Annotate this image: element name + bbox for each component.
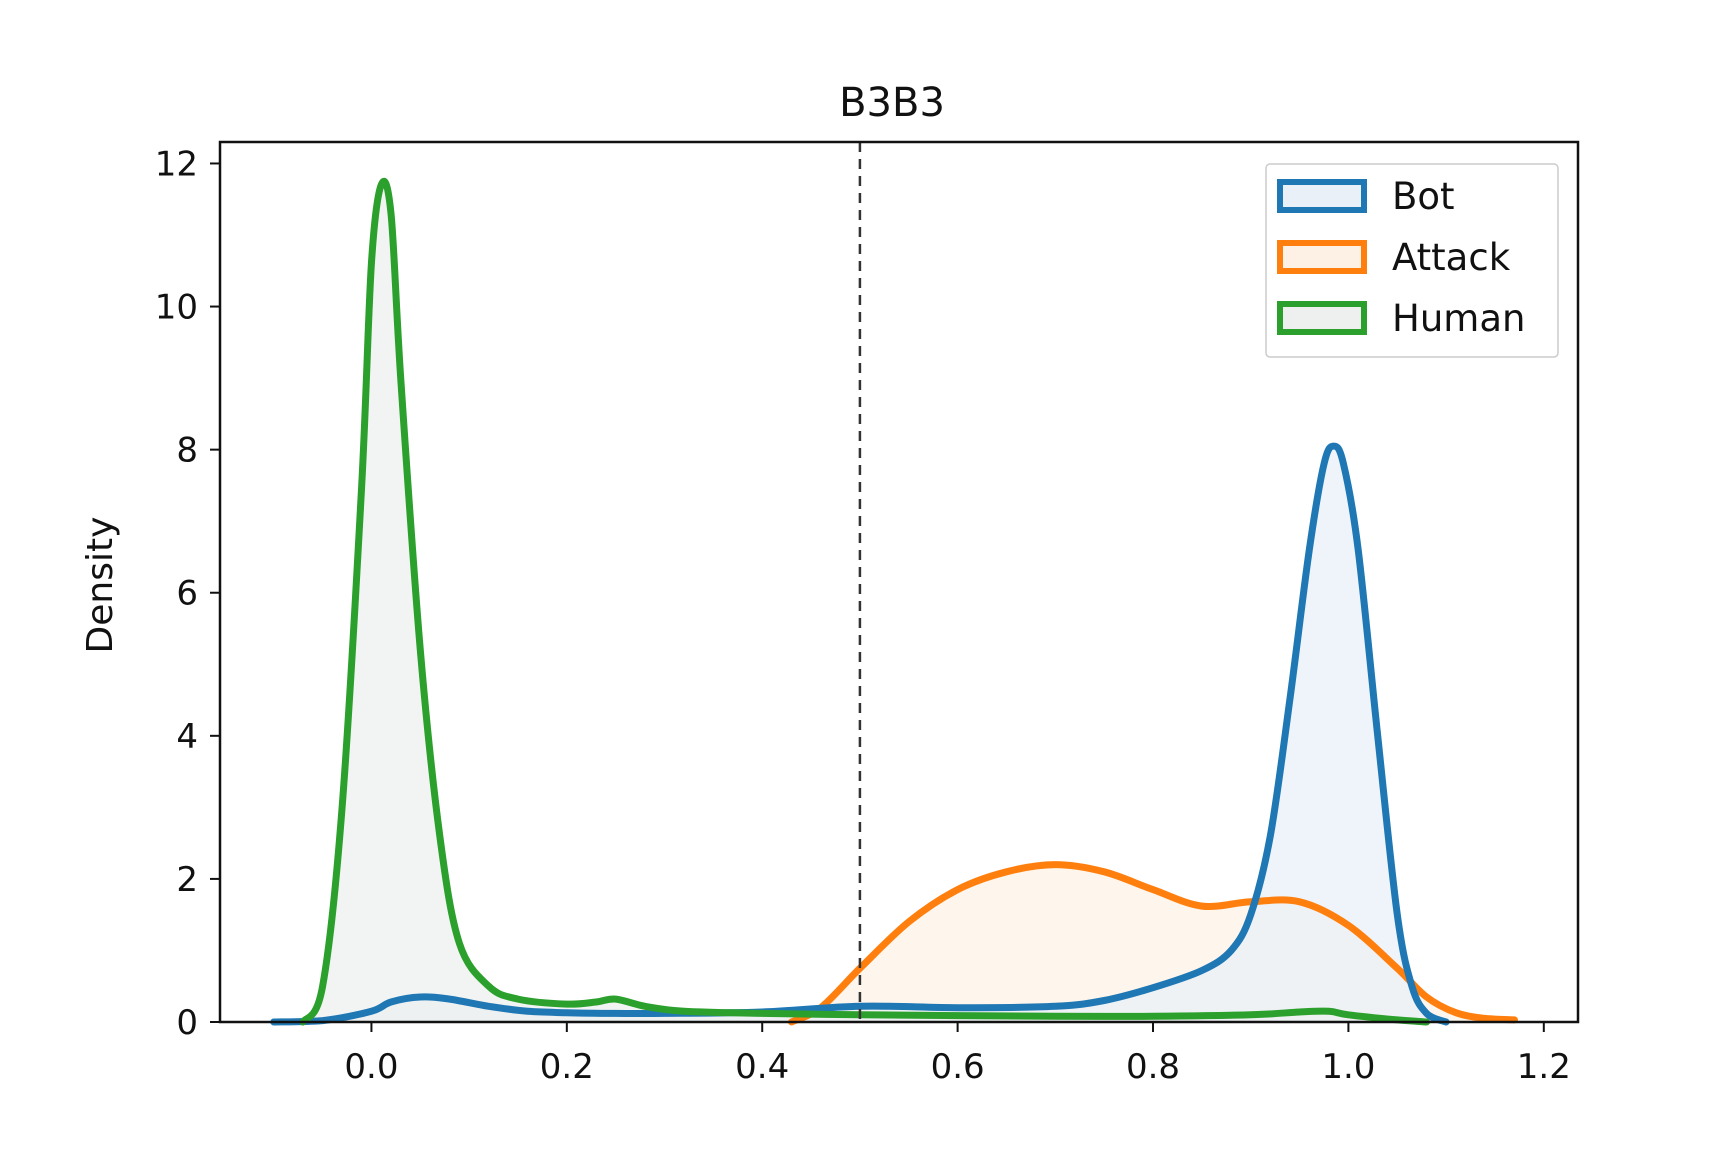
y-axis: 0 2 4 6 8 10 12 <box>155 144 220 1043</box>
series-line-attack <box>788 861 1518 1026</box>
legend: Bot Attack Human <box>1265 163 1559 358</box>
y-axis-label: Density <box>80 517 121 654</box>
axes-layer: 0.0 0.2 0.4 0.6 0.8 1.0 1.2 0 2 4 6 8 10 12 <box>155 140 1580 1087</box>
x-tick-label: 0.6 <box>931 1047 985 1087</box>
series-lines <box>270 177 1518 1026</box>
legend-swatch-bot <box>1277 179 1367 213</box>
y-tick-label: 12 <box>155 144 198 184</box>
series-fill-bot <box>273 446 1447 1023</box>
legend-label-attack: Attack <box>1392 236 1511 279</box>
chart-title: B3B3 <box>839 80 945 126</box>
legend-swatch-attack <box>1277 240 1367 274</box>
y-tick-label: 0 <box>176 1003 198 1043</box>
x-tick-label: 1.2 <box>1517 1047 1571 1087</box>
y-tick-label: 2 <box>176 860 198 900</box>
y-tick-label: 4 <box>176 717 198 757</box>
legend-label-human: Human <box>1392 297 1525 340</box>
x-tick-label: 0.8 <box>1126 1047 1180 1087</box>
series-fills <box>273 181 1515 1023</box>
x-axis: 0.0 0.2 0.4 0.6 0.8 1.0 1.2 <box>344 1022 1571 1087</box>
series-line-bot <box>270 442 1450 1026</box>
legend-swatch-human <box>1277 301 1367 335</box>
plot-frame <box>218 140 1580 1024</box>
series-layer <box>270 177 1518 1026</box>
x-tick-label: 1.0 <box>1321 1047 1375 1087</box>
x-tick-label: 0.4 <box>735 1047 789 1087</box>
x-tick-label: 0.2 <box>540 1047 594 1087</box>
y-tick-label: 10 <box>155 288 198 328</box>
x-tick-label: 0.0 <box>344 1047 398 1087</box>
series-fill-human <box>303 181 1427 1023</box>
y-tick-label: 6 <box>176 574 198 614</box>
y-tick-label: 8 <box>176 431 198 471</box>
legend-label-bot: Bot <box>1392 175 1455 218</box>
series-line-human <box>299 177 1431 1026</box>
